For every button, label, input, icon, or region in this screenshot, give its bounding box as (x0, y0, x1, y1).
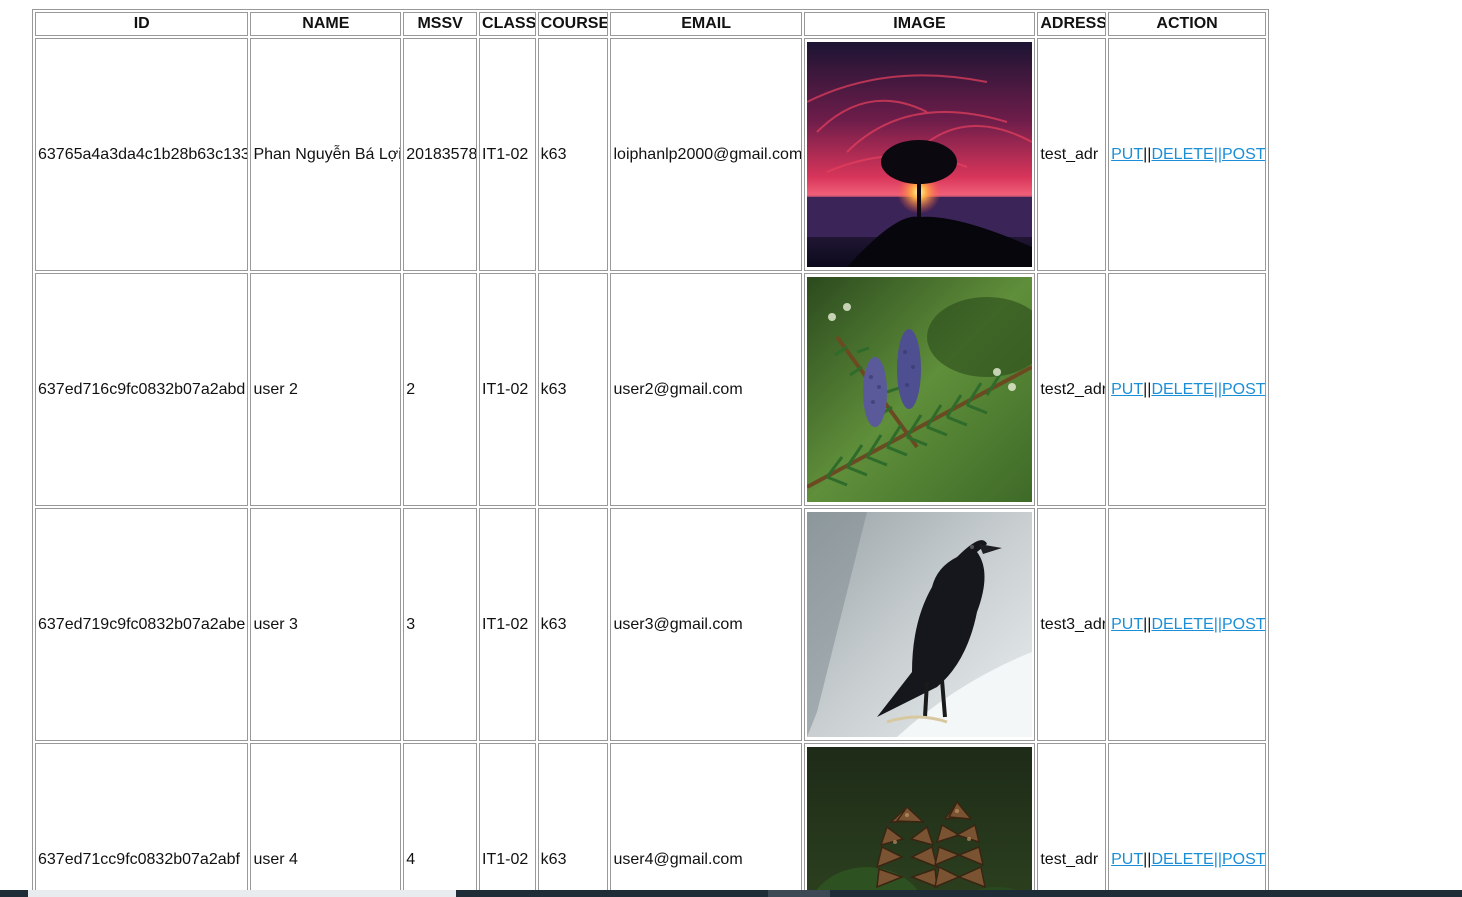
cell-name: user 4 (250, 743, 402, 897)
cell-id: 637ed716c9fc0832b07a2abd (35, 273, 249, 506)
action-separator: || (1143, 380, 1152, 398)
action-separator: || (1213, 615, 1222, 633)
header-id: ID (35, 12, 249, 36)
cell-mssv: 3 (403, 508, 478, 741)
action-separator: || (1143, 145, 1152, 163)
cell-name: user 3 (250, 508, 402, 741)
header-course: COURSE (537, 12, 609, 36)
action-separator: || (1143, 615, 1152, 633)
delete-label: DELETE (1151, 615, 1214, 633)
cell-email: loiphanlp2000@gmail.com (610, 38, 802, 271)
header-mssv: MSSV (403, 12, 478, 36)
cell-image (803, 273, 1036, 506)
delete-label: DELETE (1151, 850, 1214, 868)
taskbar-item[interactable] (28, 890, 456, 897)
table-row: 637ed71cc9fc0832b07a2abf user 4 4 IT1-02… (35, 743, 1266, 897)
cell-actions: PUT||DELETE||POST (1108, 38, 1266, 271)
delete-label: DELETE (1151, 145, 1214, 163)
tree-sunset-image (807, 42, 1033, 267)
put-link[interactable]: PUT (1111, 380, 1144, 398)
table-header-row: ID NAME MSSV CLASS COURSE EMAIL IMAGE AD… (35, 12, 1266, 36)
taskbar-item[interactable] (768, 890, 830, 897)
header-address: ADRESS (1037, 12, 1107, 36)
action-separator: || (1143, 850, 1152, 868)
cell-course: k63 (537, 508, 609, 741)
cell-actions: PUT||DELETE||POST (1108, 273, 1266, 506)
delete-link[interactable]: DELETE|| (1151, 146, 1222, 163)
put-link[interactable]: PUT (1111, 145, 1144, 163)
cell-image (803, 743, 1036, 897)
delete-link[interactable]: DELETE|| (1151, 381, 1222, 398)
cell-address: test3_adr (1037, 508, 1107, 741)
cell-class: IT1-02 (479, 38, 536, 271)
header-name: NAME (250, 12, 402, 36)
action-separator: || (1213, 850, 1222, 868)
cell-address: test2_adr (1037, 273, 1107, 506)
cell-mssv: 4 (403, 743, 478, 897)
taskbar (0, 890, 1462, 897)
post-link[interactable]: POST (1222, 380, 1266, 398)
fir-cones-image (807, 277, 1033, 502)
cell-actions: PUT||DELETE||POST (1108, 743, 1266, 897)
cell-email: user3@gmail.com (610, 508, 802, 741)
users-table: ID NAME MSSV CLASS COURSE EMAIL IMAGE AD… (32, 9, 1269, 897)
header-email: EMAIL (610, 12, 802, 36)
cell-name: Phan Nguyễn Bá Lợi (250, 38, 402, 271)
cell-address: test_adr (1037, 38, 1107, 271)
put-link[interactable]: PUT (1111, 615, 1144, 633)
action-separator: || (1213, 380, 1222, 398)
post-link[interactable]: POST (1222, 850, 1266, 868)
cell-address: test_adr (1037, 743, 1107, 897)
cell-email: user4@gmail.com (610, 743, 802, 897)
post-link[interactable]: POST (1222, 615, 1266, 633)
table-row: 63765a4a3da4c1b28b63c133 Phan Nguyễn Bá … (35, 38, 1266, 271)
cell-image (803, 38, 1036, 271)
cell-email: user2@gmail.com (610, 273, 802, 506)
cell-course: k63 (537, 273, 609, 506)
cell-course: k63 (537, 743, 609, 897)
cell-class: IT1-02 (479, 508, 536, 741)
cell-course: k63 (537, 38, 609, 271)
pine-cones-image (807, 747, 1033, 897)
cell-id: 637ed719c9fc0832b07a2abe (35, 508, 249, 741)
table-row: 637ed716c9fc0832b07a2abd user 2 2 IT1-02… (35, 273, 1266, 506)
cell-mssv: 20183578 (403, 38, 478, 271)
delete-link[interactable]: DELETE|| (1151, 851, 1222, 868)
cell-mssv: 2 (403, 273, 478, 506)
delete-link[interactable]: DELETE|| (1151, 616, 1222, 633)
cell-class: IT1-02 (479, 743, 536, 897)
crow-image (807, 512, 1033, 737)
delete-label: DELETE (1151, 380, 1214, 398)
table-row: 637ed719c9fc0832b07a2abe user 3 3 IT1-02… (35, 508, 1266, 741)
action-separator: || (1213, 145, 1222, 163)
put-link[interactable]: PUT (1111, 850, 1144, 868)
header-image: IMAGE (803, 12, 1036, 36)
header-class: CLASS (479, 12, 536, 36)
cell-class: IT1-02 (479, 273, 536, 506)
users-table-container: ID NAME MSSV CLASS COURSE EMAIL IMAGE AD… (32, 9, 1269, 897)
cell-name: user 2 (250, 273, 402, 506)
header-action: ACTION (1108, 12, 1266, 36)
cell-image (803, 508, 1036, 741)
cell-id: 63765a4a3da4c1b28b63c133 (35, 38, 249, 271)
post-link[interactable]: POST (1222, 145, 1266, 163)
cell-actions: PUT||DELETE||POST (1108, 508, 1266, 741)
cell-id: 637ed71cc9fc0832b07a2abf (35, 743, 249, 897)
